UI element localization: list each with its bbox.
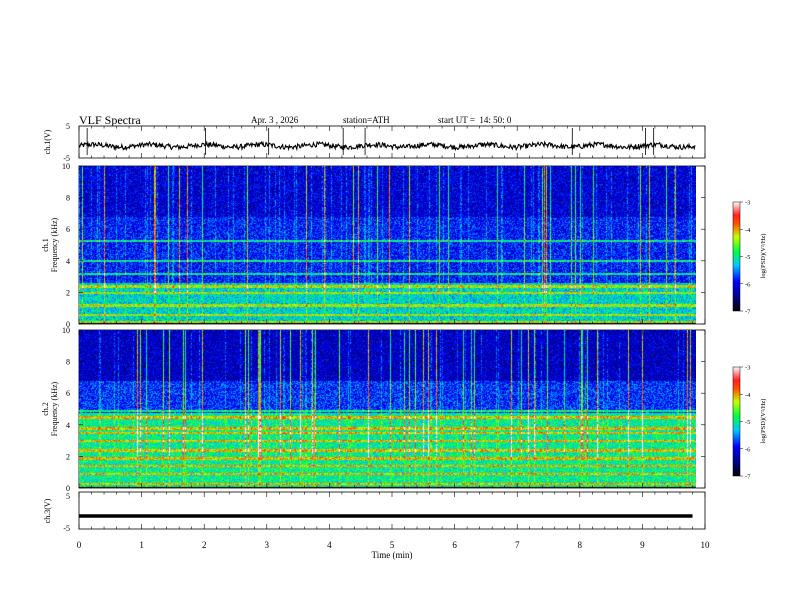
ch3-ytick-top: 5 bbox=[66, 492, 70, 501]
frequency-tick-label: 4 bbox=[66, 421, 70, 430]
frequency-tick-label: 2 bbox=[66, 288, 70, 297]
ch1-frequency-tick-labels: 0 2 4 6 8 10 bbox=[62, 162, 70, 329]
ch3-waveform-panel: 5 -5 ch.3(V) bbox=[43, 491, 706, 533]
ch1-waveform-trace bbox=[78, 140, 696, 152]
ch2-spectrogram-ticks bbox=[78, 329, 706, 489]
ch1-colorbar-label: log(PSD)(V²/Hz) bbox=[760, 234, 767, 279]
ch1-spectrogram-ticks bbox=[78, 165, 706, 325]
ch1-waveform-panel: 5 -5 ch.1(V) bbox=[43, 122, 706, 163]
colorbar-tick-label: -5 bbox=[745, 254, 750, 261]
colorbar-tick-label: -6 bbox=[745, 446, 751, 453]
ch1-colorbar-gradient bbox=[732, 201, 741, 312]
ch1-ytick-top: 5 bbox=[66, 122, 70, 131]
ch1-colorbar-ticks: -3 -4 -5 -6 -7 bbox=[740, 200, 751, 316]
date-label: Apr. 3 , 2026 bbox=[251, 115, 299, 125]
ch2-spectrogram-image bbox=[79, 330, 696, 488]
frequency-tick-label: 8 bbox=[66, 358, 70, 367]
ch3-waveform-ylabel: ch.3(V) bbox=[43, 498, 52, 523]
colorbar-tick-label: -6 bbox=[745, 281, 751, 288]
ch2-colorbar-label: log(PSD)(V²/Hz) bbox=[760, 399, 767, 444]
ch1-waveform-frame bbox=[78, 125, 706, 159]
ch3-ytick-bottom: -5 bbox=[63, 524, 70, 533]
ch1-frequency-ylabel: Frequency (kHz) bbox=[50, 217, 59, 272]
ch1-ytick-bottom: -5 bbox=[63, 154, 70, 163]
ch2-colorbar: -3 -4 -5 -6 -7 log(PSD)(V²/Hz) bbox=[732, 365, 767, 481]
colorbar-tick-label: -7 bbox=[745, 474, 751, 481]
time-tick-label: 7 bbox=[515, 540, 520, 550]
spectrogram-image bbox=[79, 330, 696, 488]
colorbar-tick-label: -5 bbox=[745, 419, 750, 426]
colorbar-tick-label: -3 bbox=[745, 365, 750, 372]
ch1-spectrogram-image bbox=[79, 166, 696, 324]
ch2-frequency-tick-labels: 0 2 4 6 8 10 bbox=[62, 326, 70, 493]
frequency-tick-label: 6 bbox=[66, 389, 70, 398]
frequency-tick-label: 4 bbox=[66, 257, 70, 266]
frequency-tick-label: 2 bbox=[66, 452, 70, 461]
time-tick-label: 3 bbox=[265, 540, 270, 550]
start-time-label: start UT = 14: 50: 0 bbox=[438, 115, 512, 125]
figure-title: VLF Spectra bbox=[79, 113, 141, 127]
ch2-frequency-ylabel: Frequency (kHz) bbox=[50, 381, 59, 436]
time-tick-label: 1 bbox=[139, 540, 144, 550]
time-tick-label: 8 bbox=[578, 540, 583, 550]
ch1-spikes bbox=[86, 128, 655, 155]
ch1-waveform-ylabel: ch.1(V) bbox=[43, 129, 52, 154]
ch3-waveform-frame bbox=[78, 491, 706, 530]
ch1-colorbar: -3 -4 -5 -6 -7 log(PSD)(V²/Hz) bbox=[732, 200, 767, 316]
time-tick-label: 6 bbox=[452, 540, 457, 550]
time-axis-tick-labels: 0 1 2 3 4 5 6 7 8 9 10 bbox=[77, 540, 710, 550]
colorbar-tick-label: -4 bbox=[745, 227, 751, 234]
colorbar-tick-label: -4 bbox=[745, 392, 751, 399]
frequency-tick-label: 10 bbox=[62, 162, 70, 171]
ch2-colorbar-ticks: -3 -4 -5 -6 -7 bbox=[740, 365, 751, 481]
frequency-tick-label: 0 bbox=[66, 484, 70, 493]
time-tick-label: 9 bbox=[640, 540, 645, 550]
time-axis-label: Time (min) bbox=[372, 550, 413, 560]
ch1-channel-label: ch.1 bbox=[41, 238, 50, 252]
ch1-waveform-xticks bbox=[78, 126, 706, 158]
spectrogram-image bbox=[79, 166, 696, 324]
colorbar-tick-label: -3 bbox=[745, 200, 750, 207]
colorbar-tick-label: -7 bbox=[745, 309, 751, 316]
time-tick-label: 10 bbox=[701, 540, 711, 550]
time-tick-label: 4 bbox=[327, 540, 332, 550]
frequency-tick-label: 0 bbox=[66, 320, 70, 329]
station-label: station=ATH bbox=[343, 115, 390, 125]
frequency-tick-label: 8 bbox=[66, 194, 70, 203]
time-tick-label: 5 bbox=[390, 540, 395, 550]
ch2-colorbar-gradient bbox=[732, 366, 741, 477]
time-tick-label: 0 bbox=[77, 540, 82, 550]
frequency-tick-label: 10 bbox=[62, 326, 70, 335]
time-tick-label: 2 bbox=[202, 540, 207, 550]
ch1-spectrogram-panel: 0 2 4 6 8 10 ch.1 Frequency (kHz) bbox=[41, 162, 706, 329]
ch3-waveform-xticks bbox=[78, 492, 706, 529]
ch2-spectrogram-panel: 0 2 4 6 8 10 ch.2 Frequency (kHz) bbox=[41, 326, 706, 493]
ch2-channel-label: ch.2 bbox=[41, 402, 50, 416]
frequency-tick-label: 6 bbox=[66, 225, 70, 234]
